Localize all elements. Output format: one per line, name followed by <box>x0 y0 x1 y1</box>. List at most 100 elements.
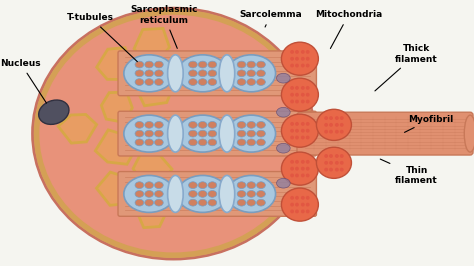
Ellipse shape <box>168 55 183 92</box>
Ellipse shape <box>329 130 333 134</box>
Polygon shape <box>134 67 170 106</box>
Polygon shape <box>138 191 170 225</box>
Ellipse shape <box>335 168 339 172</box>
Ellipse shape <box>301 136 305 139</box>
Ellipse shape <box>306 210 310 213</box>
Ellipse shape <box>306 57 310 61</box>
Text: Nucleus: Nucleus <box>0 59 46 103</box>
Ellipse shape <box>135 122 144 128</box>
Ellipse shape <box>155 199 163 206</box>
Ellipse shape <box>282 42 319 75</box>
Ellipse shape <box>301 210 305 213</box>
Ellipse shape <box>247 139 255 146</box>
Ellipse shape <box>208 79 217 85</box>
Ellipse shape <box>189 182 197 189</box>
Ellipse shape <box>247 190 255 197</box>
Ellipse shape <box>198 122 207 128</box>
Ellipse shape <box>189 122 197 128</box>
Ellipse shape <box>340 154 344 158</box>
Ellipse shape <box>247 70 255 77</box>
Ellipse shape <box>306 196 310 200</box>
Ellipse shape <box>198 70 207 77</box>
Ellipse shape <box>301 122 305 126</box>
Ellipse shape <box>290 99 294 103</box>
Ellipse shape <box>340 161 344 165</box>
Ellipse shape <box>189 139 197 146</box>
Ellipse shape <box>301 203 305 207</box>
Ellipse shape <box>306 129 310 133</box>
Ellipse shape <box>335 154 339 158</box>
Ellipse shape <box>208 122 217 128</box>
Ellipse shape <box>335 161 339 165</box>
Ellipse shape <box>155 79 163 85</box>
Ellipse shape <box>295 93 299 97</box>
Ellipse shape <box>290 136 294 139</box>
Ellipse shape <box>324 154 328 158</box>
Ellipse shape <box>301 57 305 61</box>
Ellipse shape <box>306 64 310 68</box>
Ellipse shape <box>198 130 207 137</box>
Ellipse shape <box>256 130 265 137</box>
Text: Myofibril: Myofibril <box>404 115 454 132</box>
Ellipse shape <box>276 178 290 188</box>
Ellipse shape <box>177 55 228 92</box>
Ellipse shape <box>124 176 174 212</box>
Polygon shape <box>100 91 132 122</box>
Ellipse shape <box>155 190 163 197</box>
Ellipse shape <box>155 61 163 68</box>
Ellipse shape <box>301 86 305 90</box>
Ellipse shape <box>276 73 290 83</box>
Ellipse shape <box>306 50 310 54</box>
Ellipse shape <box>290 129 294 133</box>
Ellipse shape <box>256 139 265 146</box>
Ellipse shape <box>227 176 275 212</box>
FancyBboxPatch shape <box>297 112 473 155</box>
Ellipse shape <box>198 139 207 146</box>
Ellipse shape <box>290 210 294 213</box>
Ellipse shape <box>335 116 339 120</box>
Ellipse shape <box>306 86 310 90</box>
Polygon shape <box>58 113 100 146</box>
Ellipse shape <box>247 182 255 189</box>
Ellipse shape <box>306 160 310 164</box>
Ellipse shape <box>340 130 344 134</box>
Ellipse shape <box>301 196 305 200</box>
Ellipse shape <box>135 190 144 197</box>
Ellipse shape <box>290 57 294 61</box>
Ellipse shape <box>290 167 294 171</box>
FancyBboxPatch shape <box>118 51 317 96</box>
Ellipse shape <box>290 93 294 97</box>
Ellipse shape <box>256 70 265 77</box>
Polygon shape <box>132 151 171 184</box>
Ellipse shape <box>276 143 290 153</box>
Ellipse shape <box>145 139 154 146</box>
Ellipse shape <box>340 116 344 120</box>
FancyBboxPatch shape <box>118 111 317 156</box>
Ellipse shape <box>290 160 294 164</box>
Ellipse shape <box>155 130 163 137</box>
Ellipse shape <box>329 123 333 127</box>
Ellipse shape <box>145 182 154 189</box>
Ellipse shape <box>177 176 228 212</box>
Ellipse shape <box>306 136 310 139</box>
Ellipse shape <box>301 50 305 54</box>
Ellipse shape <box>282 188 319 221</box>
Ellipse shape <box>256 122 265 128</box>
Ellipse shape <box>189 79 197 85</box>
Ellipse shape <box>306 93 310 97</box>
Ellipse shape <box>237 190 246 197</box>
Ellipse shape <box>237 182 246 189</box>
Text: Mitochondria: Mitochondria <box>315 10 382 48</box>
Ellipse shape <box>295 50 299 54</box>
Ellipse shape <box>39 100 69 124</box>
Ellipse shape <box>301 160 305 164</box>
Ellipse shape <box>189 190 197 197</box>
Ellipse shape <box>256 199 265 206</box>
Ellipse shape <box>145 61 154 68</box>
Ellipse shape <box>208 199 217 206</box>
Text: Sarcoplasmic
reticulum: Sarcoplasmic reticulum <box>130 5 198 48</box>
Ellipse shape <box>306 203 310 207</box>
Ellipse shape <box>208 139 217 146</box>
Ellipse shape <box>198 61 207 68</box>
Ellipse shape <box>135 79 144 85</box>
